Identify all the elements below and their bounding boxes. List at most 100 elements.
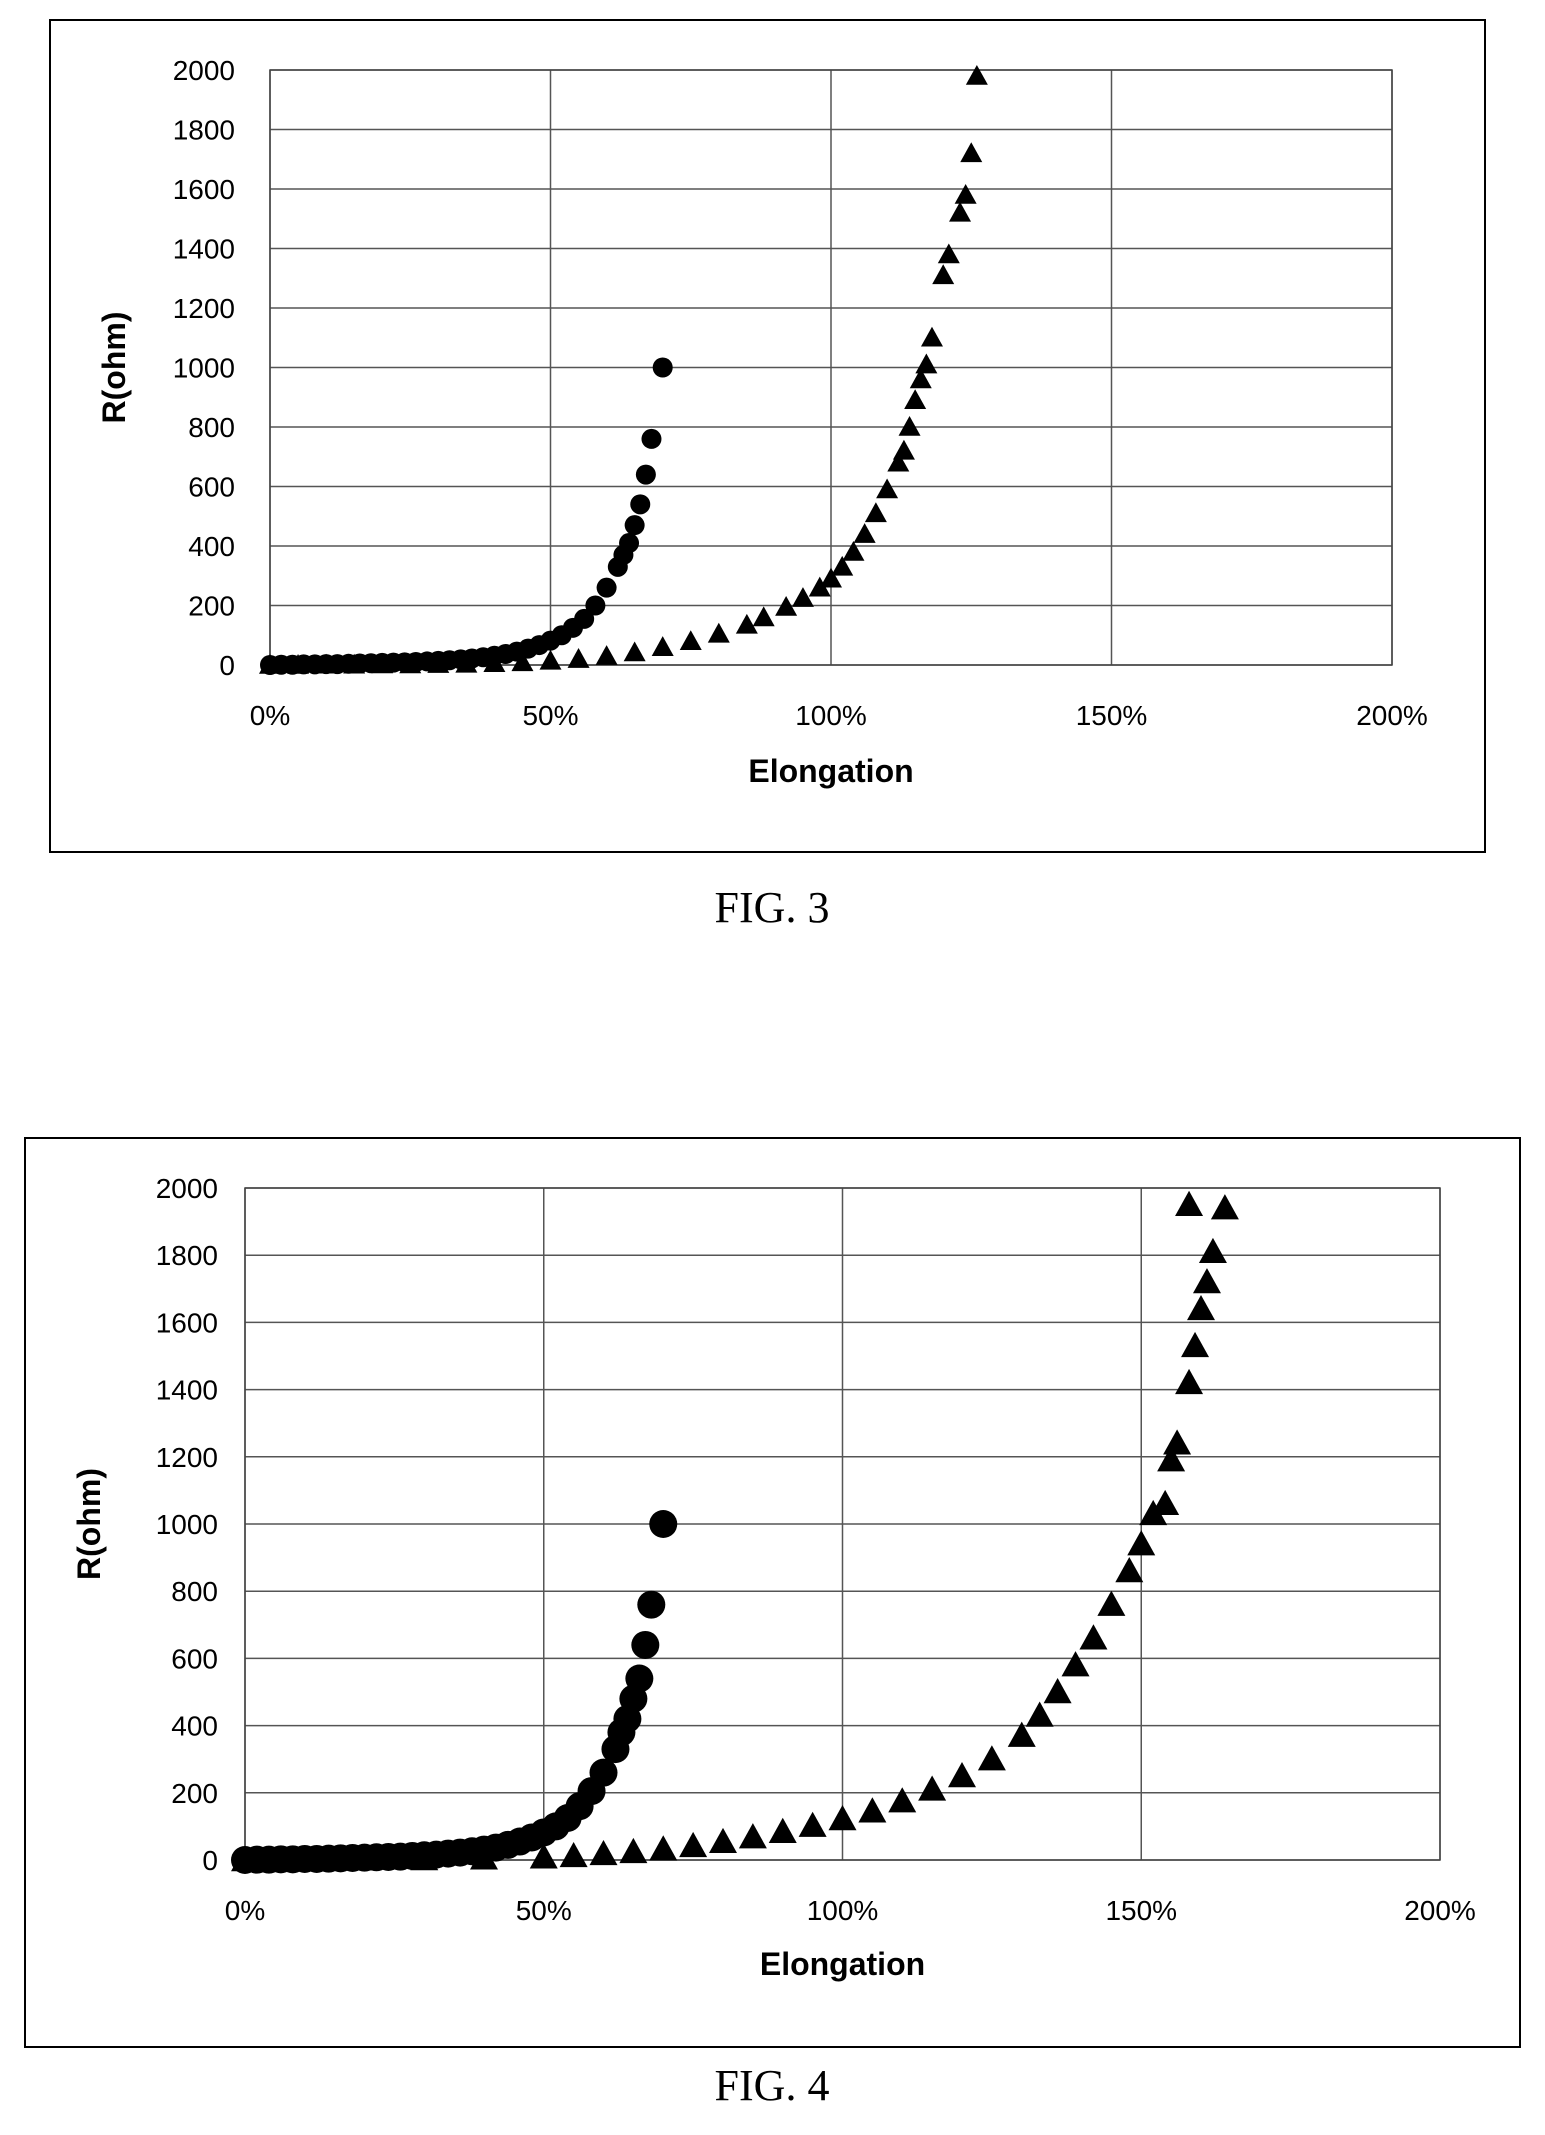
chart-fig4: 0 200 400 600 800 1000 1200 1400 1600 1800 2000 0% 5… bbox=[24, 1137, 1521, 2048]
data-point-triangle bbox=[831, 555, 854, 576]
data-point-triangle bbox=[1043, 1678, 1072, 1704]
data-point-triangle bbox=[511, 651, 534, 672]
data-point-triangle bbox=[1192, 1268, 1221, 1294]
data-point-triangle bbox=[735, 613, 758, 634]
y-axis-title: R(ohm) bbox=[96, 312, 132, 424]
data-point-triangle bbox=[231, 1846, 259, 1872]
data-point-triangle bbox=[775, 595, 798, 616]
data-point-triangle bbox=[529, 1843, 558, 1869]
data-point-triangle bbox=[1007, 1721, 1036, 1747]
data-point-triangle bbox=[920, 326, 943, 347]
x-tick-label: 0% bbox=[225, 1895, 265, 1926]
data-point-triangle bbox=[954, 183, 977, 204]
data-point-triangle bbox=[853, 523, 876, 543]
data-point-triangle bbox=[1025, 1701, 1054, 1727]
data-point-triangle bbox=[864, 502, 887, 523]
data-point-triangle bbox=[887, 451, 910, 472]
y-tick-label: 200 bbox=[171, 1778, 218, 1809]
plot-area bbox=[269, 69, 1393, 666]
data-point-triangle bbox=[350, 1845, 379, 1871]
data-point-triangle bbox=[1198, 1237, 1227, 1264]
data-point-triangle bbox=[1097, 1590, 1126, 1616]
y-tick-label: 1800 bbox=[156, 1240, 218, 1271]
data-point-circle bbox=[624, 515, 645, 536]
data-point-triangle bbox=[918, 1775, 947, 1801]
y-tick-label: 600 bbox=[171, 1643, 218, 1674]
data-point-triangle bbox=[915, 353, 938, 374]
y-tick-label: 1000 bbox=[156, 1509, 218, 1540]
data-point-circle bbox=[619, 533, 640, 554]
data-point-triangle bbox=[649, 1835, 678, 1861]
data-point-triangle bbox=[651, 636, 674, 656]
data-point-triangle bbox=[752, 606, 775, 627]
data-point-triangle bbox=[949, 201, 972, 222]
data-point-triangle bbox=[977, 1745, 1006, 1771]
data-point-triangle bbox=[888, 1787, 917, 1813]
data-point-triangle bbox=[1175, 1368, 1204, 1395]
data-point-triangle bbox=[738, 1823, 767, 1849]
data-point-triangle bbox=[483, 652, 506, 673]
data-point-circle bbox=[649, 1510, 678, 1538]
data-point-triangle bbox=[619, 1837, 648, 1864]
data-point-triangle bbox=[315, 653, 338, 674]
x-tick-label: 0% bbox=[250, 700, 290, 731]
plot-area bbox=[244, 1187, 1441, 1861]
data-point-triangle bbox=[1187, 1294, 1215, 1321]
data-point-triangle bbox=[259, 654, 281, 674]
data-point-triangle bbox=[623, 641, 646, 662]
y-tick-label: 2000 bbox=[173, 55, 235, 86]
data-point-triangle bbox=[343, 653, 366, 674]
data-point-triangle bbox=[1181, 1331, 1210, 1358]
y-tick-label: 0 bbox=[202, 1845, 218, 1876]
data-point-triangle bbox=[1127, 1530, 1156, 1556]
data-point-triangle bbox=[1210, 1194, 1239, 1220]
data-point-circle bbox=[630, 494, 651, 515]
data-point-triangle bbox=[707, 622, 730, 643]
data-point-triangle bbox=[937, 243, 960, 264]
x-tick-label: 50% bbox=[516, 1895, 572, 1926]
x-axis-title: Elongation bbox=[748, 753, 913, 789]
data-point-triangle bbox=[589, 1839, 618, 1866]
y-axis-title: R(ohm) bbox=[71, 1468, 107, 1580]
x-axis-title: Elongation bbox=[760, 1946, 925, 1982]
data-point-triangle bbox=[842, 540, 865, 561]
y-tick-label: 400 bbox=[188, 531, 235, 562]
data-point-triangle bbox=[410, 1844, 439, 1871]
data-point-triangle bbox=[892, 439, 915, 460]
y-tick-label: 600 bbox=[188, 472, 235, 503]
data-point-triangle bbox=[791, 587, 814, 607]
data-point-triangle bbox=[427, 653, 450, 673]
y-tick-label: 400 bbox=[171, 1711, 218, 1742]
y-tick-label: 0 bbox=[219, 650, 235, 681]
data-point-triangle bbox=[960, 142, 983, 163]
data-point-triangle bbox=[709, 1827, 737, 1854]
y-tick-label: 2000 bbox=[156, 1173, 218, 1204]
y-tick-label: 1800 bbox=[173, 115, 235, 146]
data-point-triangle bbox=[1061, 1651, 1090, 1677]
x-tick-label: 100% bbox=[795, 700, 867, 731]
x-tick-label: 200% bbox=[1356, 700, 1428, 731]
data-point-triangle bbox=[679, 630, 702, 650]
y-tick-label: 1400 bbox=[173, 234, 235, 265]
y-tick-label: 1400 bbox=[156, 1375, 218, 1406]
data-point-triangle bbox=[909, 368, 932, 389]
data-point-triangle bbox=[768, 1817, 797, 1843]
data-point-triangle bbox=[965, 64, 988, 85]
chart-frame bbox=[49, 19, 1486, 853]
y-tick-label: 1000 bbox=[173, 353, 235, 384]
data-point-triangle bbox=[287, 654, 310, 674]
x-tick-label: 150% bbox=[1105, 1895, 1177, 1926]
data-point-triangle bbox=[371, 653, 394, 674]
data-point-circle bbox=[637, 1590, 666, 1619]
data-point-triangle bbox=[1151, 1489, 1180, 1516]
chart-fig3: 0 200 400 600 800 1000 1200 1400 1600 1800 2000 0% 5… bbox=[49, 19, 1486, 853]
data-point-circle bbox=[631, 1630, 660, 1659]
x-tick-label: 200% bbox=[1404, 1895, 1476, 1926]
data-point-triangle bbox=[858, 1797, 887, 1823]
data-point-triangle bbox=[679, 1831, 708, 1858]
data-point-triangle bbox=[828, 1805, 857, 1831]
data-point-circle bbox=[635, 464, 656, 485]
data-point-triangle bbox=[470, 1844, 498, 1870]
data-point-triangle bbox=[1175, 1190, 1204, 1216]
data-point-circle bbox=[641, 428, 662, 449]
